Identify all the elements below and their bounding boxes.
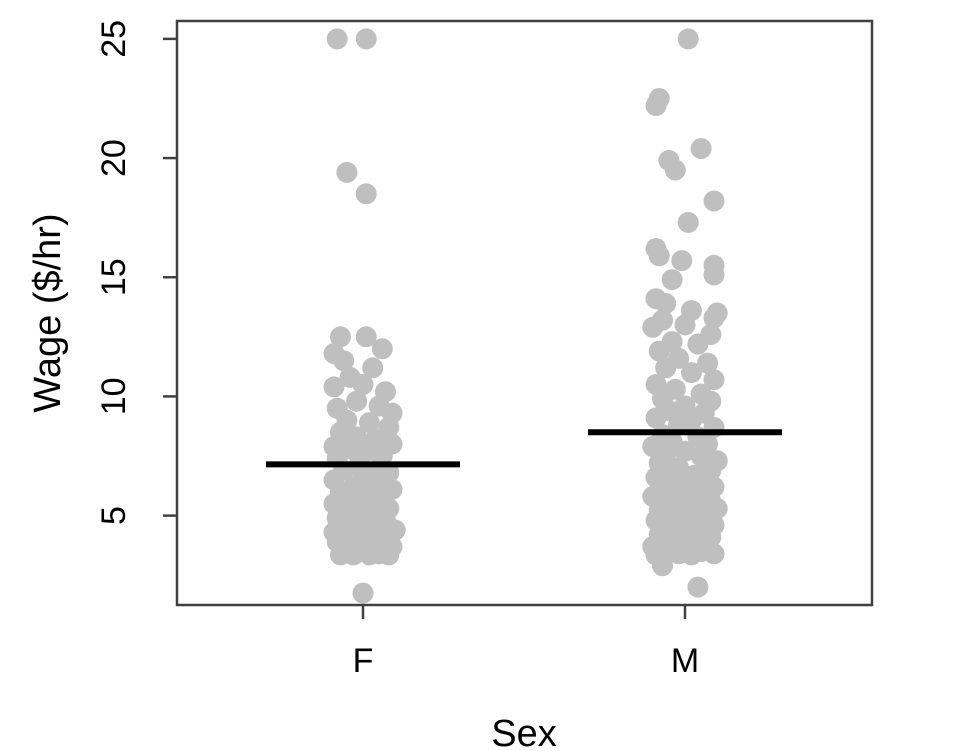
data-point-f xyxy=(342,544,364,566)
data-point-m xyxy=(645,407,667,429)
data-point-f xyxy=(352,582,374,604)
data-point-m xyxy=(677,28,699,50)
data-point-f xyxy=(362,357,384,379)
data-point-f xyxy=(326,28,348,50)
data-point-m xyxy=(703,190,725,212)
data-point-m xyxy=(674,440,696,462)
data-point-f xyxy=(333,350,355,372)
data-point-f xyxy=(378,544,400,566)
y-axis-label: Wage ($/hr) xyxy=(27,213,69,412)
data-point-f xyxy=(358,412,380,434)
x-axis-label: Sex xyxy=(491,713,556,751)
axes-layer: 5 10 15 20 25 F M xyxy=(95,20,699,680)
x-tick-label-f: F xyxy=(353,642,374,680)
data-point-m xyxy=(655,357,677,379)
data-points-layer xyxy=(323,28,728,604)
data-point-m xyxy=(687,333,709,355)
data-point-f xyxy=(352,374,374,395)
data-point-m xyxy=(652,555,673,577)
y-tick-label: 25 xyxy=(95,20,133,58)
data-point-m xyxy=(642,316,664,338)
data-point-m xyxy=(697,352,718,374)
y-tick-label: 15 xyxy=(95,258,133,296)
data-point-f xyxy=(355,183,377,205)
x-tick-label-m: M xyxy=(671,642,699,680)
data-point-m xyxy=(703,264,725,286)
y-tick-label: 10 xyxy=(95,377,133,415)
data-point-f xyxy=(371,338,393,360)
data-point-m xyxy=(648,245,670,267)
data-point-m xyxy=(703,307,725,329)
data-point-f xyxy=(323,376,345,398)
data-point-m xyxy=(690,138,712,159)
y-tick-label: 20 xyxy=(95,139,133,177)
data-point-m xyxy=(645,95,667,117)
data-point-m xyxy=(687,576,709,598)
data-point-m xyxy=(674,314,696,336)
data-point-m xyxy=(661,269,683,291)
data-point-m xyxy=(703,543,725,565)
data-point-f xyxy=(346,390,368,412)
data-point-f xyxy=(358,544,380,566)
data-point-f xyxy=(355,326,377,348)
data-point-f xyxy=(355,28,377,50)
data-point-m xyxy=(664,159,686,181)
data-point-m xyxy=(680,544,702,566)
y-tick-label: 5 xyxy=(95,506,133,525)
data-point-m xyxy=(671,250,693,272)
data-point-m xyxy=(655,293,677,314)
data-point-m xyxy=(677,211,699,233)
mean-lines-layer xyxy=(266,429,782,468)
data-point-f xyxy=(330,326,351,348)
data-point-m xyxy=(680,362,702,384)
data-point-m xyxy=(703,369,725,391)
plot-frame xyxy=(175,19,874,607)
data-point-m xyxy=(648,340,670,362)
data-point-f xyxy=(336,161,358,183)
